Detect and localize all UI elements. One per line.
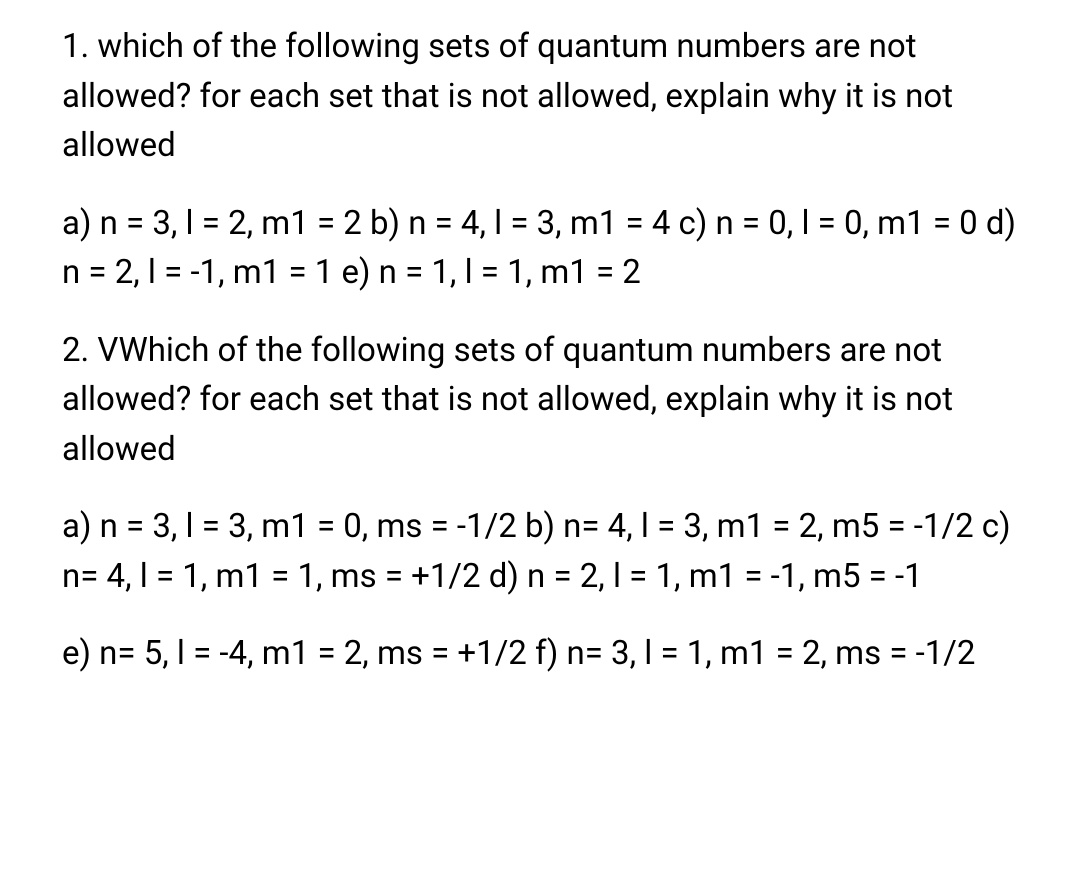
question-2-prompt: 2. VWhich of the following sets of quant… [62,326,1018,475]
question-1-options: a) n = 3, l = 2, m1 = 2 b) n = 4, l = 3,… [62,199,1018,298]
question-1-prompt: 1. which of the following sets of quantu… [62,22,1018,171]
question-2-options-part1: a) n = 3, l = 3, m1 = 0, ms = -1/2 b) n=… [62,502,1018,601]
question-2-options-part2: e) n= 5, l = -4, m1 = 2, ms = +1/2 f) n=… [62,629,1018,679]
